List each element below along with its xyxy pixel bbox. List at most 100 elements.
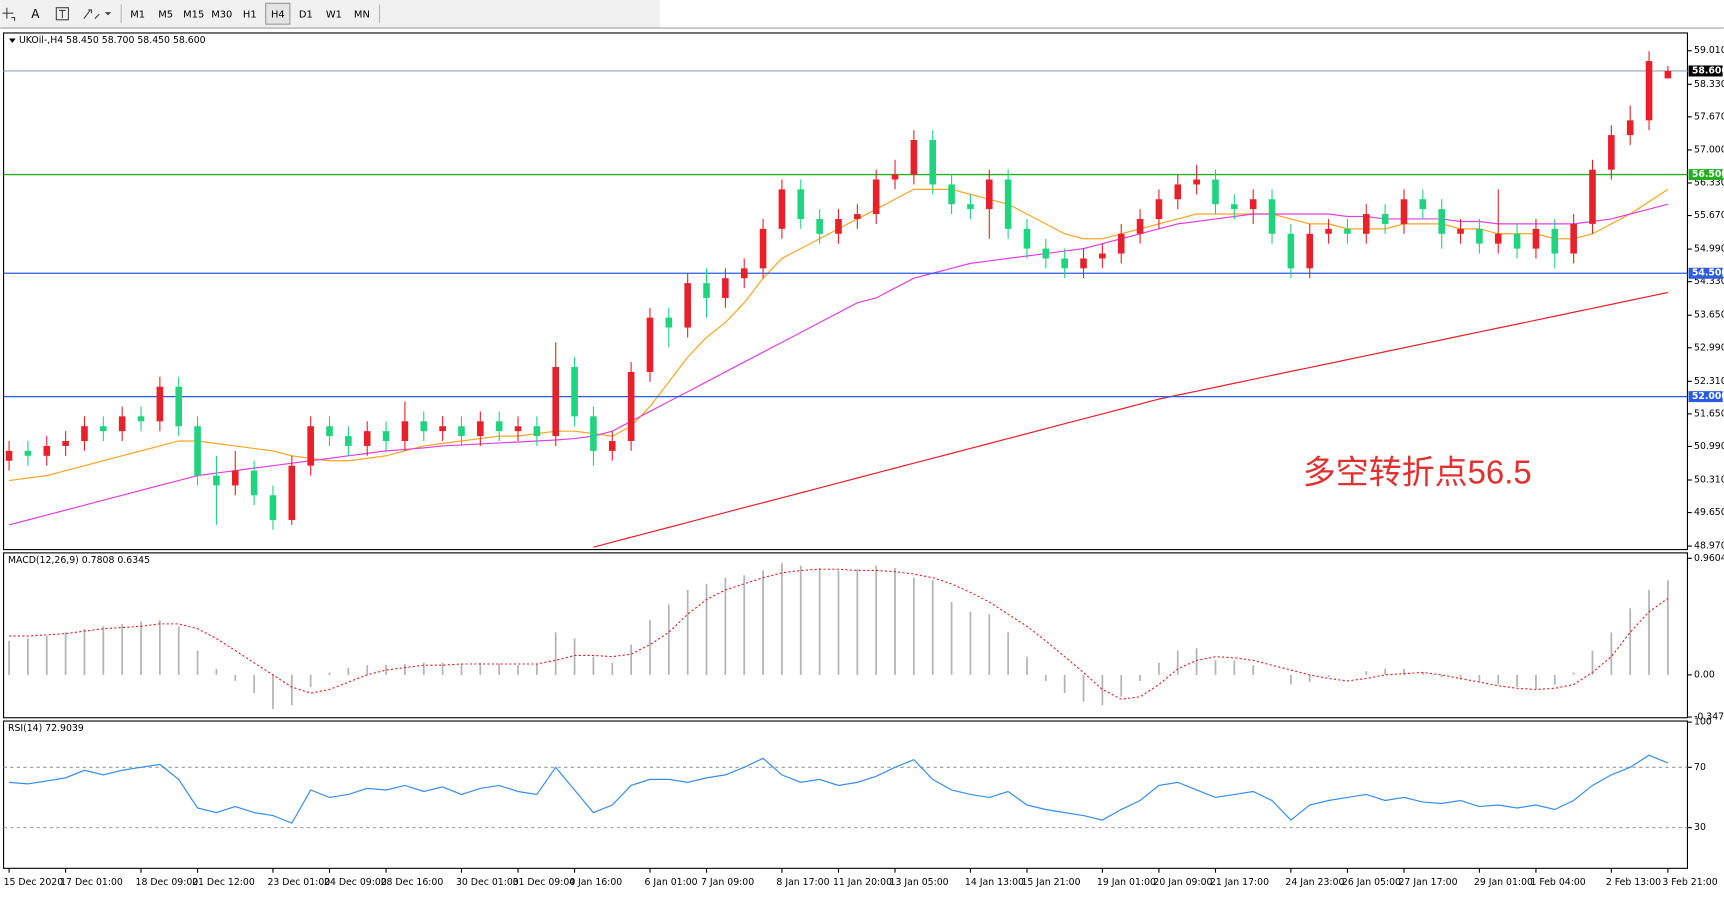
candle-body <box>722 278 729 298</box>
candle-body <box>590 416 597 451</box>
candle-body <box>194 426 201 476</box>
label-tool[interactable] <box>55 7 69 21</box>
timeframe-button[interactable]: H4 <box>271 9 285 20</box>
candle-body <box>43 445 51 456</box>
x-tick-label: 21 Dec 12:00 <box>192 877 255 888</box>
candle-body <box>646 317 654 372</box>
candle-body <box>1551 228 1559 254</box>
candle-body <box>571 367 578 417</box>
timeframe-button[interactable]: MN <box>354 9 370 20</box>
panel-frame <box>3 720 1689 869</box>
candle-body <box>1362 214 1370 234</box>
candle-body <box>985 179 993 210</box>
timeframe-button[interactable]: H1 <box>243 9 257 20</box>
candle-body <box>1419 199 1427 210</box>
candle-body <box>5 450 13 461</box>
rsi-line <box>9 754 1669 824</box>
panel: RSI(14) 72.9039 100 70 30 <box>3 717 1712 869</box>
menu-arrow <box>9 38 16 43</box>
candle-body <box>288 465 296 520</box>
timeframe-active <box>265 2 291 25</box>
candle-body <box>1099 253 1106 259</box>
timeframe-button[interactable]: M30 <box>211 9 232 20</box>
candle-body <box>1231 204 1238 210</box>
timeframe-button[interactable]: M15 <box>183 9 204 20</box>
x-tick-label: 4 Jan 16:00 <box>569 877 622 888</box>
candle-body <box>816 218 823 234</box>
candle-body <box>439 426 446 432</box>
panel-frame <box>3 552 1689 719</box>
candle-body <box>514 426 522 432</box>
candle-body <box>363 431 371 446</box>
panel: UKOil-,H4 58.450 58.700 58.450 58.600 59.… <box>3 32 1724 552</box>
candle-body <box>835 218 842 234</box>
timeframe-button[interactable]: D1 <box>299 9 313 20</box>
candle-body <box>137 416 145 422</box>
y-tick-label: 0.9604 <box>1694 553 1724 564</box>
y-tick-label: 59.010 <box>1694 45 1724 56</box>
price-level-box <box>1688 391 1723 403</box>
price-level-label: 54.500 <box>1692 268 1724 279</box>
candle-body <box>665 317 673 328</box>
candle-body <box>1249 199 1257 210</box>
x-tick-label: 29 Jan 01:00 <box>1474 877 1533 888</box>
candle-body <box>854 214 861 219</box>
candle-body <box>1532 228 1540 249</box>
x-tick-label: 15 Jan 21:00 <box>1021 877 1080 888</box>
candle-body <box>797 189 805 219</box>
toolbar: A M1 M5 M15 M30 H1 H4 D1 W1 MN <box>0 0 1724 29</box>
candle-body <box>1174 184 1182 200</box>
candle-body <box>1513 233 1521 249</box>
candle-body <box>1400 199 1408 224</box>
candle-body <box>759 228 767 269</box>
x-tick-label: 24 Dec 09:00 <box>324 877 387 888</box>
candle-body <box>250 470 258 496</box>
x-tick-label: 14 Jan 13:00 <box>965 877 1024 888</box>
candle-body <box>1664 70 1672 79</box>
candle-body <box>326 426 333 437</box>
candle-body <box>420 421 428 432</box>
candle-body <box>156 386 164 422</box>
plot-area <box>3 51 1688 548</box>
candle-body <box>1155 199 1163 219</box>
candle-body <box>1004 179 1012 229</box>
y-tick-label: 100 <box>1694 717 1712 728</box>
y-tick-label: 50.990 <box>1694 441 1724 452</box>
arrows-tool[interactable] <box>83 9 112 20</box>
candle-body <box>1494 233 1502 244</box>
price-level-box <box>1688 267 1723 279</box>
x-tick-label: 11 Jan 20:00 <box>833 877 892 888</box>
x-tick-label: 26 Jan 05:00 <box>1342 877 1401 888</box>
y-tick-label: 50.310 <box>1694 475 1724 486</box>
x-tick-label: 20 Jan 09:00 <box>1153 877 1212 888</box>
candle-body <box>1589 169 1596 224</box>
candle-body <box>495 421 503 432</box>
candle-body <box>24 450 32 456</box>
candle-body <box>81 426 88 442</box>
candle-body <box>1023 228 1031 249</box>
candle-body <box>627 371 635 442</box>
candle-body <box>948 184 955 205</box>
candle-body <box>872 179 880 215</box>
x-tick-label: 6 Jan 01:00 <box>644 877 697 888</box>
text-tool[interactable]: A <box>31 7 40 21</box>
timeframe-button[interactable]: M5 <box>158 9 173 20</box>
candle-body <box>910 140 918 175</box>
y-tick-label: 0.00 <box>1694 669 1715 680</box>
charts: UKOil-,H4 58.450 58.700 58.450 58.600 59.… <box>3 32 1724 888</box>
candle-body <box>891 174 899 180</box>
moving-average <box>8 203 1669 526</box>
timeframe-button[interactable]: M1 <box>130 9 145 20</box>
price-level-box <box>1688 169 1723 181</box>
y-tick-label: 48.970 <box>1694 541 1724 552</box>
x-tick-label: 30 Dec 01:00 <box>456 877 519 888</box>
y-tick-label: 54.990 <box>1694 244 1724 255</box>
price-level-label: 52.000 <box>1692 391 1724 402</box>
crosshair-tool[interactable] <box>2 7 16 21</box>
y-tick-label: -0.3473 <box>1694 712 1724 723</box>
timeframe-button[interactable]: W1 <box>326 9 342 20</box>
x-tick-label: 7 Jan 09:00 <box>701 877 754 888</box>
panel-title: RSI(14) 72.9039 <box>8 723 84 734</box>
